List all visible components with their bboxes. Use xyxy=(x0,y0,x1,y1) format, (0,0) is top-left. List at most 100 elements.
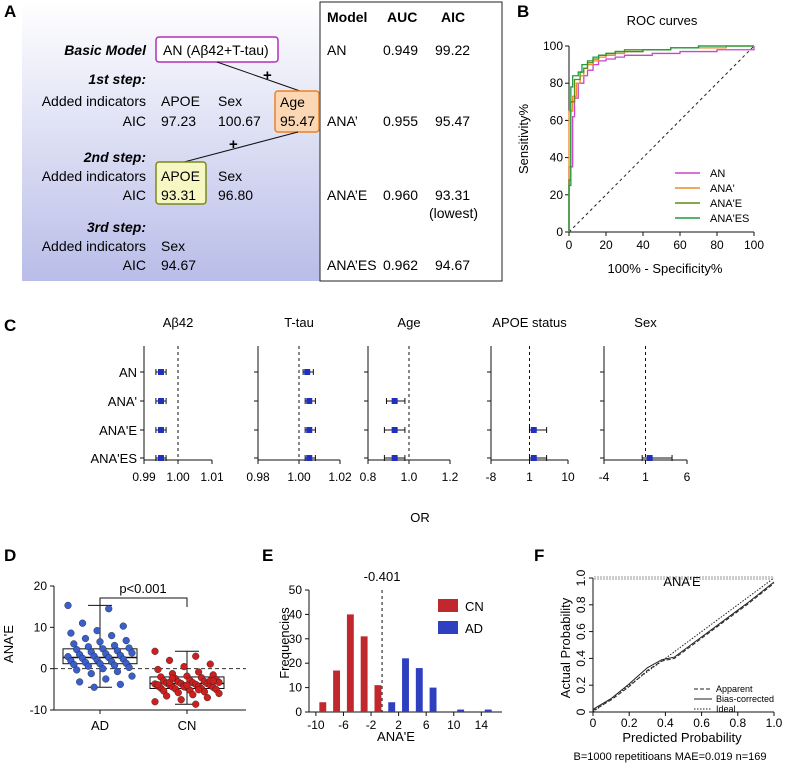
chart-c-x-tick-label: 1 xyxy=(526,470,533,484)
chart-e-x-tick-label: 14 xyxy=(475,718,489,732)
panel-d: D ANA'E -10 0 10 20 AD CN p<0.001 xyxy=(1,546,246,733)
chart-f-x-tick-label: 1.0 xyxy=(766,716,783,730)
chart-c-panel-title: APOE status xyxy=(492,315,567,330)
chart-c-point-estimate xyxy=(304,369,311,375)
chart-d-point xyxy=(195,686,203,694)
step1-aic-apoe: 97.23 xyxy=(161,113,196,129)
plus-sign-1: + xyxy=(263,67,272,84)
chart-d-y-tick-label: 0 xyxy=(40,662,47,676)
connector-line-2 xyxy=(183,131,299,163)
panel-a: A Basic Model AN (Aβ42+T-tau) + 1st step… xyxy=(4,1,503,282)
chart-c-panel-title: T-tau xyxy=(284,315,314,330)
chart-c-row-label: AN xyxy=(119,365,137,380)
panel-label-b: B xyxy=(517,2,529,21)
table-auc-anae: 0.960 xyxy=(383,187,418,203)
chart-f-series-line xyxy=(592,582,775,712)
chart-d-point xyxy=(192,652,200,660)
chart-d-point xyxy=(113,667,122,676)
chart-d-point xyxy=(81,634,90,643)
step1-aic-label: AIC xyxy=(123,113,146,129)
chart-d-point xyxy=(108,631,116,640)
chart-e-y-tick-label: 30 xyxy=(289,632,303,646)
chart-d-point xyxy=(128,649,136,657)
chart-d-point xyxy=(206,660,214,668)
chart-e-y-tick-label: 50 xyxy=(289,583,303,597)
chart-d-point xyxy=(96,638,104,646)
chart-b-legend-label: ANA'ES xyxy=(710,213,749,225)
chart-d-point xyxy=(189,691,197,699)
chart-c-x-tick-label: 1 xyxy=(642,470,649,484)
chart-c-x-tick-label: 1.0 xyxy=(401,470,418,484)
chart-c-x-tick-label: 1.01 xyxy=(200,470,224,484)
step3-label: 3rd step: xyxy=(87,219,146,235)
step1-selected-indicator: Age xyxy=(280,94,305,110)
chart-b-x-tick-label: 20 xyxy=(599,238,613,252)
table-header-auc: AUC xyxy=(387,9,417,25)
panel-label-e: E xyxy=(262,546,273,565)
chart-b-series-line xyxy=(568,46,755,232)
chart-c-x-tick-label: 1.00 xyxy=(287,470,311,484)
chart-d-significance-bracket xyxy=(99,597,188,607)
chart-e-plot: 0 10 20 30 40 50 -10 -6 -2 2 6 10 14 -0.401 CN AD xyxy=(289,569,502,732)
chart-b-x-tick-label: 100 xyxy=(744,238,764,252)
chart-d-p-value: p<0.001 xyxy=(119,581,166,596)
chart-c-point-estimate xyxy=(158,427,164,433)
chart-d-point xyxy=(174,689,182,697)
chart-d-point xyxy=(215,678,223,686)
chart-d-point xyxy=(154,665,162,674)
chart-c-point-estimate xyxy=(391,455,398,461)
chart-d-point xyxy=(177,696,185,704)
chart-c-point-estimate xyxy=(391,398,398,404)
chart-f-plot: 0 0.2 0.4 0.6 0.8 1.0 0 0.2 0.4 0.6 0.8 1.0 Apparent… xyxy=(574,569,783,730)
table-model-anae: ANA’E xyxy=(327,187,367,203)
chart-c-row-label: ANA' xyxy=(108,394,137,409)
chart-c-x-tick-label: 0.8 xyxy=(360,470,377,484)
step3-added-label: Added indicators xyxy=(42,238,146,254)
chart-d-ylabel: ANA'E xyxy=(1,625,16,663)
chart-e-bar xyxy=(388,702,396,712)
chart-d-point xyxy=(168,674,177,682)
chart-c-x-tick-label: 0.99 xyxy=(132,470,156,484)
step3-aic-label: AIC xyxy=(123,257,146,273)
chart-b-xlabel: 100% - Specificity% xyxy=(608,261,723,276)
model-table-frame xyxy=(319,1,503,282)
chart-b-x-tick-label: 40 xyxy=(636,238,650,252)
chart-e-legend-label: CN xyxy=(465,599,484,614)
step2-selected-aic: 93.31 xyxy=(161,187,196,203)
step3-aic-sex: 94.67 xyxy=(161,257,196,273)
chart-e-x-tick-label: 2 xyxy=(395,718,402,732)
panel-label-f: F xyxy=(534,546,544,565)
chart-d-point xyxy=(192,700,200,708)
chart-f-x-tick-label: 0 xyxy=(590,716,597,730)
chart-b-y-tick-label: 60 xyxy=(550,113,564,127)
table-auc-an: 0.949 xyxy=(383,42,418,58)
chart-d-point xyxy=(183,681,191,689)
chart-b-legend-label: ANA'E xyxy=(710,198,742,210)
step2-aic-label: AIC xyxy=(123,187,146,203)
table-auc-anaes: 0.962 xyxy=(383,257,418,273)
chart-e-legend-label: AD xyxy=(465,621,483,636)
step1-indicator-sex: Sex xyxy=(218,93,242,109)
chart-d-point xyxy=(90,683,98,691)
chart-d-point xyxy=(76,678,84,686)
step2-aic-sex: 96.80 xyxy=(218,187,253,203)
chart-c-x-tick-label: -8 xyxy=(486,470,497,484)
chart-d-point xyxy=(195,668,203,676)
chart-d-y-tick-label: 20 xyxy=(34,579,48,593)
chart-f-x-tick-label: 0.2 xyxy=(621,716,638,730)
step2-selected-box xyxy=(155,161,207,205)
chart-b-y-tick-label: 0 xyxy=(556,225,563,239)
table-aic-anae: 93.31 xyxy=(435,187,470,203)
table-model-anaes: ANA’ES xyxy=(327,257,377,273)
chart-f-ylabel: Actual Probability xyxy=(558,597,573,698)
chart-e-bar xyxy=(457,709,465,712)
step2-added-label: Added indicators xyxy=(42,168,146,184)
chart-d-point xyxy=(203,693,211,702)
chart-c-x-tick-label: 0.98 xyxy=(246,470,270,484)
table-note-lowest: (lowest) xyxy=(429,205,478,221)
step3-indicator-sex: Sex xyxy=(161,238,185,254)
chart-b-x-tick-label: 60 xyxy=(673,238,687,252)
chart-e-bar xyxy=(429,687,437,712)
chart-b-plot: 0 20 40 60 80 100 0 20 40 60 80 100 AN ANA' ANA'E ANA'E… xyxy=(543,39,764,252)
